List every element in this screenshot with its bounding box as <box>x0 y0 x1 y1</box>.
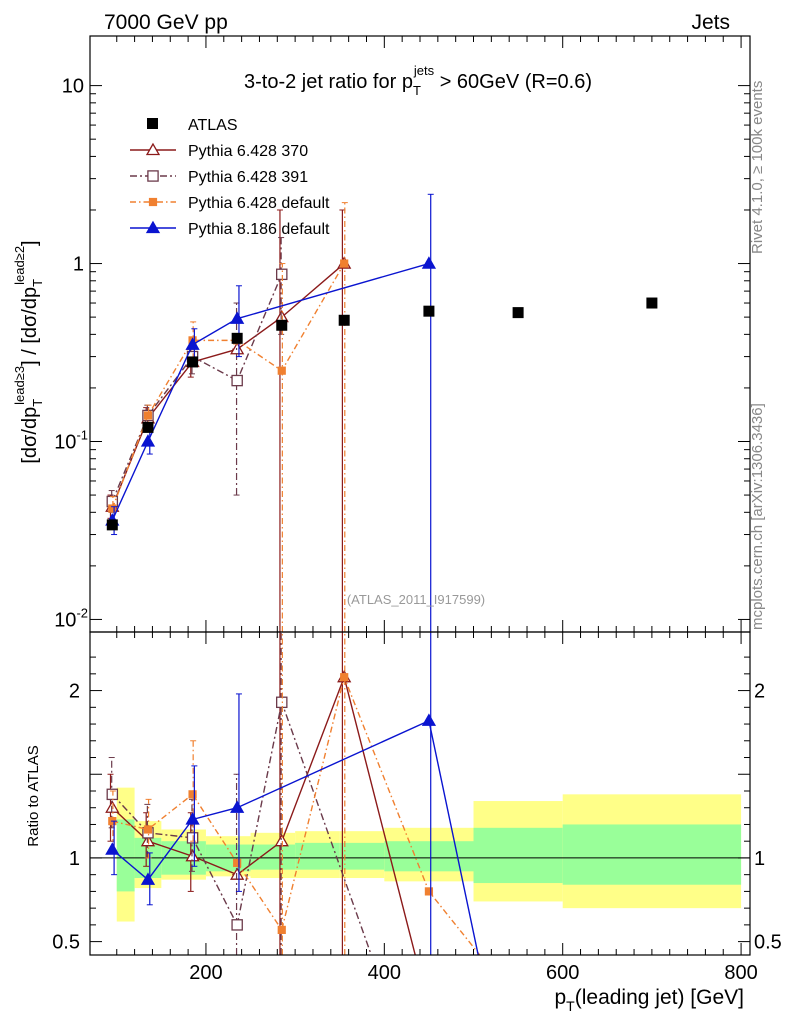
data-point <box>106 519 118 531</box>
header-left-label: 7000 GeV pp <box>104 11 228 34</box>
title-sup: jets <box>413 63 435 78</box>
legend-marker-atlas <box>147 118 158 129</box>
data-point <box>142 421 154 433</box>
y-tick-label-main: 1 <box>73 254 84 276</box>
band-inner <box>384 841 474 872</box>
y-tick-label-main: 10-1 <box>54 427 88 453</box>
series-marker <box>277 925 286 934</box>
data-point <box>231 332 243 344</box>
legend-label: Pythia 6.428 391 <box>188 169 308 186</box>
x-tick-label: 600 <box>546 962 579 984</box>
chart-title: 3-to-2 jet ratio for pTjets > 60GeV (R=0… <box>244 63 592 98</box>
series-marker <box>106 788 119 801</box>
series-marker <box>233 858 242 868</box>
series-marker <box>185 812 200 825</box>
band-inner <box>116 819 135 892</box>
watermark-label: (ATLAS_2011_I917599) <box>347 592 485 607</box>
data-point <box>187 356 199 368</box>
series-marker <box>143 411 153 420</box>
series-marker <box>140 434 156 447</box>
series-marker <box>148 197 158 207</box>
frame-layer: 200 400 600 800 10-2 10-1 1 10 0.5 0.5 1 1 2 2 <box>52 35 782 984</box>
y-axis-label-main: [dσ/dpTlead≥3] / [dσ/dpTlead≥2] <box>12 240 45 463</box>
series-marker <box>145 142 161 156</box>
series-line-ratio <box>111 699 373 955</box>
series-marker <box>231 374 243 387</box>
legend-label-atlas: ATLAS <box>188 117 238 134</box>
y-tick-label-ratio-right: 0.5 <box>754 932 782 954</box>
y-tick-label-ratio-right: 2 <box>754 681 765 703</box>
series-marker <box>147 170 159 182</box>
series-line-ratio <box>111 719 479 955</box>
band-inner <box>562 824 742 885</box>
header-right-label: Jets <box>691 11 730 34</box>
data-point <box>276 319 288 331</box>
series-marker <box>143 825 153 834</box>
band-inner <box>339 842 385 870</box>
y-tick-label-main: 10 <box>62 76 84 98</box>
data-point <box>423 305 435 317</box>
series-line-main <box>111 274 283 502</box>
series-line-ratio <box>112 674 481 955</box>
y-axis-label-ratio: Ratio to ATLAS <box>25 745 42 846</box>
legend-label: Pythia 6.428 default <box>188 195 330 212</box>
data-layer <box>106 297 658 531</box>
y-tick-label-ratio-right: 1 <box>754 848 765 870</box>
series-marker <box>424 887 434 896</box>
data-point <box>512 307 524 319</box>
series-marker <box>340 673 349 682</box>
legend-label: Pythia 6.428 370 <box>188 143 308 160</box>
rivet-label: Rivet 4.1.0, ≥ 100k events <box>749 81 766 254</box>
y-tick-label-ratio: 0.5 <box>52 932 80 954</box>
series-line-main <box>111 263 345 509</box>
series-line-main <box>111 263 345 507</box>
mcplots-label: mcplots.cern.ch [arXiv:1306.3436] <box>749 403 766 630</box>
band-inner <box>473 827 563 884</box>
y-tick-label-main: 10-2 <box>54 605 88 631</box>
series-marker <box>231 919 243 931</box>
y-tick-label-ratio: 2 <box>69 681 80 703</box>
series-marker <box>105 842 120 855</box>
series-marker <box>277 366 286 375</box>
title-sub: T <box>413 83 421 98</box>
x-axis-label: pT(leading jet) [GeV] <box>554 986 744 1014</box>
series-marker <box>185 337 200 350</box>
series-marker <box>421 713 437 726</box>
series-marker <box>230 311 245 324</box>
legend: ATLAS Pythia 6.428 370 Pythia 6.428 391 Pyt… <box>130 117 330 238</box>
title-tail: > 60GeV (R=0.6) <box>434 71 592 93</box>
series-marker <box>340 259 349 268</box>
series-marker <box>145 220 161 234</box>
y-tick-label-ratio: 1 <box>69 848 80 870</box>
x-tick-label: 200 <box>189 962 222 984</box>
legend-label: Pythia 8.186 default <box>188 221 330 238</box>
series-marker <box>108 504 117 513</box>
series-marker <box>230 800 245 813</box>
data-point <box>646 297 658 309</box>
x-tick-label: 400 <box>368 962 401 984</box>
series-marker <box>188 790 197 799</box>
series-marker <box>140 872 156 885</box>
series-marker <box>421 256 437 269</box>
title-main: 3-to-2 jet ratio for p <box>244 71 413 93</box>
x-tick-label: 800 <box>724 962 757 984</box>
data-point <box>338 314 350 326</box>
